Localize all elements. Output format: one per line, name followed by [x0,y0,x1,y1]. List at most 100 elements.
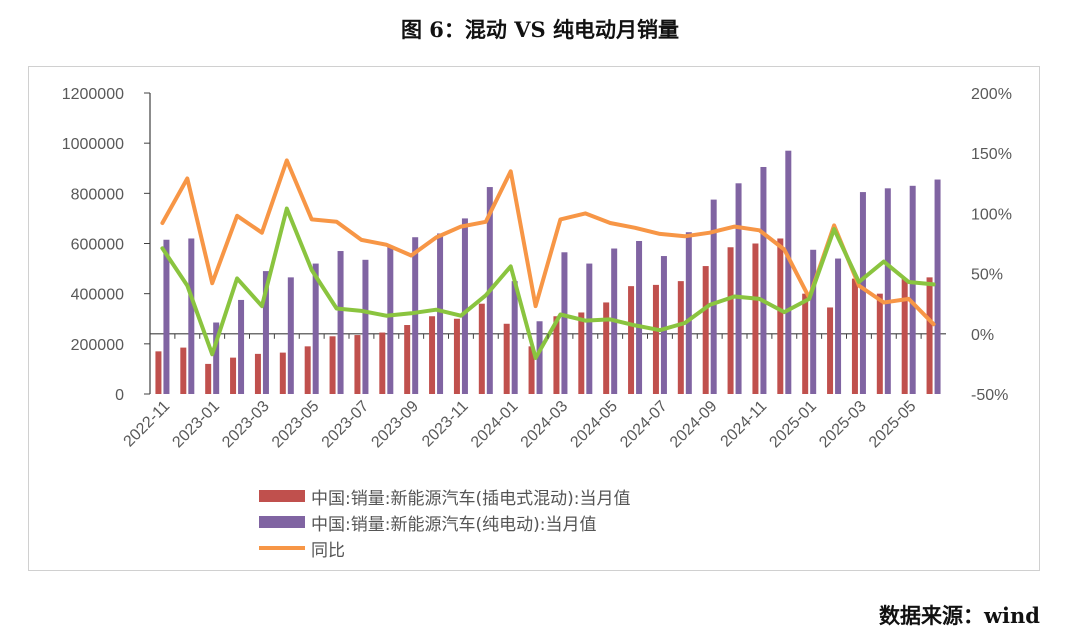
y-left-tick-label: 600000 [71,237,124,254]
bar-phev [429,316,436,394]
bar-phev [453,318,460,394]
bar-bev [835,258,842,394]
chart-plot: 0 200000 400000 600000 800000 1000000 1200000 -… [62,86,1012,452]
x-tick-label: 2023-01 [169,398,223,452]
bar-bev [262,271,269,394]
bar-phev [628,286,635,394]
x-tick-label: 2022-11 [121,398,174,451]
y-left-tick-label: 1200000 [62,86,124,103]
legend-item-yoy: 同比 [259,535,630,561]
bar-bev [561,252,568,394]
bar-bev [437,233,444,394]
bar-bev [213,322,220,394]
bar-bev [238,299,245,394]
x-tick-label: 2023-07 [319,398,373,452]
legend: 中国:销量:新能源汽车(插电式混动):当月值 中国:销量:新能源汽车(纯电动):… [259,483,630,561]
y-right-tick-label: -50% [971,387,1008,404]
legend-label-phev: 中国:销量:新能源汽车(插电式混动):当月值 [311,488,631,509]
bar-phev [652,284,659,394]
bar-bev [536,321,543,394]
bar-bev [884,188,891,394]
bar-bev [461,218,468,394]
bar-phev [205,363,212,394]
y-left-tick-label: 800000 [71,186,124,203]
y-right-tick-label: 50% [971,267,1003,284]
bar-phev [702,266,709,394]
x-tick-label: 2025-03 [816,398,870,452]
y-right-tick-label: 0% [971,327,994,344]
bar-bev [337,251,344,394]
bar-phev [379,332,386,394]
bar-phev [876,293,883,394]
legend-swatch-bev [259,516,305,528]
bar-phev [603,302,610,394]
bar-phev [777,238,784,394]
x-tick-label: 2025-05 [866,398,920,452]
bar-bev [312,263,319,394]
y-right-tick-label: 100% [971,206,1012,223]
bar-phev [180,347,187,394]
bar-phev [528,346,535,394]
bar-phev [304,346,311,394]
bar-phev [553,316,560,394]
bar-bev [511,281,518,394]
bar-bev [586,263,593,394]
bar-bev [859,192,866,394]
bar-bev [735,183,742,394]
chart-title: 图 6：混动 VS 纯电动月销量 [400,17,679,42]
bar-bev [287,277,294,394]
x-tick-label: 2024-11 [718,398,771,451]
bar-phev [254,353,261,394]
y-right-tick-label: 150% [971,146,1012,163]
bar-bev [934,179,941,394]
x-tick-label: 2023-05 [269,398,323,452]
bar-phev [901,278,908,394]
bar-bev [760,166,767,394]
bar-bev [660,256,667,394]
bar-bev [636,240,643,394]
bar-bev [412,237,419,394]
chart-frame: 0 200000 400000 600000 800000 1000000 1200000 -… [28,66,1040,571]
bar-phev [329,336,336,394]
x-tick-label: 2024-01 [468,398,522,452]
y-left-tick-label: 0 [115,387,124,404]
bar-phev [926,277,933,394]
bar-bev [785,150,792,394]
x-tick-label: 2023-09 [368,398,422,452]
bar-phev [404,325,411,394]
bar-phev [802,293,809,394]
legend-label-bev: 中国:销量:新能源汽车(纯电动):当月值 [311,514,597,535]
x-tick-label: 2024-07 [617,398,671,452]
bar-phev [155,351,162,394]
bar-phev [478,303,485,394]
bar-phev [827,307,834,394]
bar-bev [810,249,817,394]
source-note: 数据来源：wind [878,603,1040,628]
bar-phev [354,335,361,394]
x-tick-label: 2024-03 [518,398,572,452]
bar-bev [710,199,717,394]
bar-bev [163,239,170,394]
bar-bev [387,246,394,394]
bar-bev [188,238,195,394]
x-tick-label: 2024-09 [667,398,721,452]
bar-phev [503,323,510,394]
x-tick-label: 2023-11 [419,398,472,451]
bar-phev [752,243,759,394]
legend-label-yoy: 同比 [311,540,345,561]
x-tick-label: 2025-01 [766,398,820,452]
bar-bev [362,259,369,394]
line-yoy-orange [160,158,936,327]
x-tick-label: 2023-03 [219,398,273,452]
x-tick-label: 2024-05 [567,398,621,452]
bar-phev [578,312,585,394]
bar-bev [685,232,692,394]
legend-item-bev: 中国:销量:新能源汽车(纯电动):当月值 [259,509,630,535]
bar-phev [279,352,286,394]
bar-bev [909,185,916,394]
y-left-tick-label: 400000 [71,287,124,304]
y-left-tick-label: 1000000 [62,136,124,153]
bar-phev [677,281,684,394]
bar-phev [230,357,237,394]
legend-item-phev: 中国:销量:新能源汽车(插电式混动):当月值 [259,483,630,509]
